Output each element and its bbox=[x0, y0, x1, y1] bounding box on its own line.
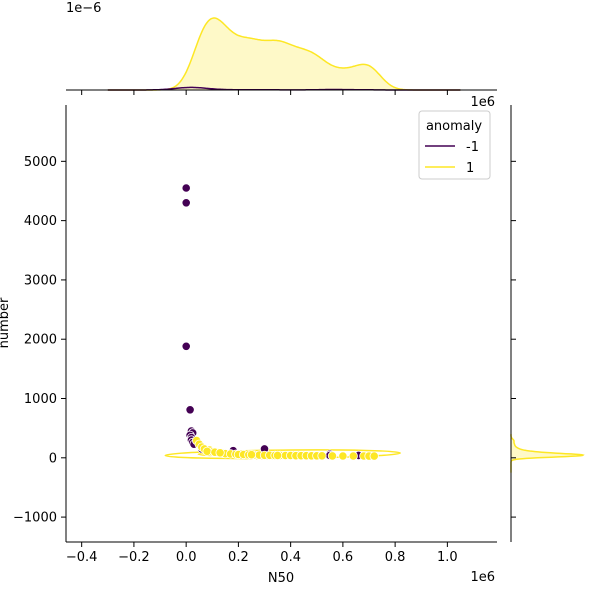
x-axis-label: N50 bbox=[268, 571, 294, 586]
x-tick-label: 1.0 bbox=[437, 550, 458, 565]
right-marginal-plot bbox=[510, 105, 585, 542]
top-marginal-plot: 1e−6 bbox=[66, 1, 497, 95]
main-plot: −0.4 −0.2 0.0 0.2 0.4 0.6 0.8 1.0 −1000 0 1000 200… bbox=[0, 95, 497, 586]
scatter-point-anomaly-neg1 bbox=[181, 198, 191, 208]
legend-box bbox=[418, 110, 491, 180]
y-tick-label: −1000 bbox=[13, 511, 57, 526]
legend-label-neg1: -1 bbox=[466, 140, 479, 155]
y-axis-ticks: −1000 0 1000 2000 3000 4000 5000 bbox=[13, 155, 66, 526]
legend: anomaly -1 1 bbox=[418, 110, 491, 180]
scatter-point-anomaly-1 bbox=[348, 451, 358, 461]
x-tick-label: 0.6 bbox=[333, 550, 354, 565]
top-marginal-ticks bbox=[81, 90, 448, 95]
x-tick-label: −0.2 bbox=[118, 550, 150, 565]
top-kde-fill-series-1 bbox=[107, 18, 461, 90]
x-tick-label: 0.2 bbox=[228, 550, 249, 565]
scatter-points bbox=[181, 183, 379, 461]
right-kde-fill-series-1 bbox=[511, 434, 583, 473]
scatter-point-anomaly-1 bbox=[369, 451, 379, 461]
y-tick-label: 0 bbox=[49, 451, 57, 466]
top-marginal-scale-label: 1e−6 bbox=[66, 1, 101, 16]
scatter-point-anomaly-neg1 bbox=[181, 183, 191, 193]
scatter-point-anomaly-1 bbox=[246, 450, 257, 460]
x-tick-label: −0.4 bbox=[66, 550, 98, 565]
y-tick-label: 1000 bbox=[24, 392, 57, 407]
y-tick-label: 5000 bbox=[24, 155, 57, 170]
y-axis-label: number bbox=[0, 297, 12, 348]
right-marginal-ticks bbox=[511, 160, 516, 518]
x-scale-label: 1e6 bbox=[470, 570, 495, 585]
scatter-point-anomaly-neg1 bbox=[181, 341, 191, 351]
scatter-point-anomaly-1 bbox=[272, 450, 283, 460]
legend-title: anomaly bbox=[426, 119, 482, 134]
scatter-point-anomaly-1 bbox=[338, 451, 348, 461]
x-tick-label: 0.0 bbox=[176, 550, 197, 565]
scatter-point-anomaly-neg1 bbox=[185, 405, 195, 415]
legend-label-1: 1 bbox=[466, 161, 474, 176]
scatter-point-anomaly-1 bbox=[202, 446, 212, 456]
y-tick-label: 4000 bbox=[24, 214, 57, 229]
y-scale-label: 1e6 bbox=[470, 95, 495, 110]
scatter-point-anomaly-1 bbox=[317, 451, 327, 461]
scatter-point-anomaly-1 bbox=[327, 451, 337, 461]
y-tick-label: 2000 bbox=[24, 333, 57, 348]
y-tick-label: 3000 bbox=[24, 273, 57, 288]
x-axis-ticks: −0.4 −0.2 0.0 0.2 0.4 0.6 0.8 1.0 bbox=[66, 542, 458, 565]
scatter-point-anomaly-1 bbox=[215, 448, 225, 458]
x-tick-label: 0.4 bbox=[280, 550, 301, 565]
x-tick-label: 0.8 bbox=[385, 550, 406, 565]
